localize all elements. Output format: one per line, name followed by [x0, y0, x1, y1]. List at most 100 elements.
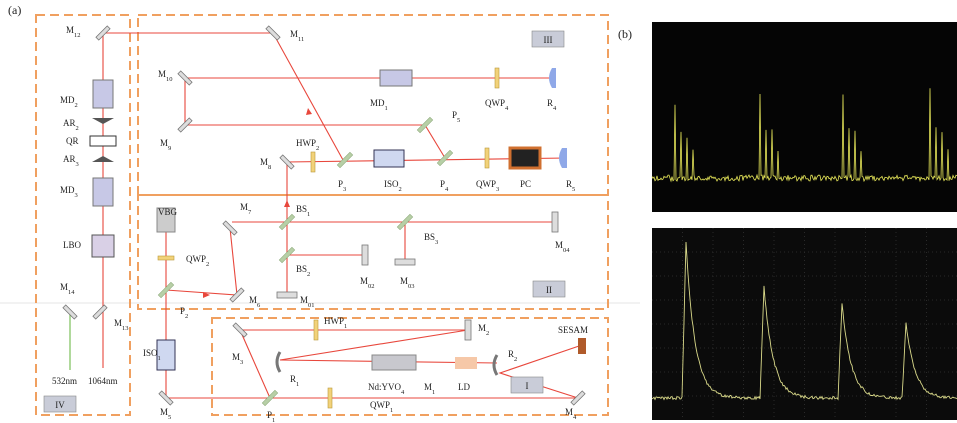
component-subscript: 7 [248, 209, 252, 216]
crystal [93, 80, 113, 108]
section-label: III [544, 35, 553, 45]
component-name: ISO [384, 179, 399, 189]
component-label: R1 [290, 374, 299, 388]
crystal [380, 70, 412, 86]
component-label: P5 [452, 110, 460, 124]
component-label: BS3 [424, 232, 438, 246]
component-label: M3 [232, 352, 243, 366]
component-subscript: 13 [122, 325, 129, 332]
component-subscript: 1 [432, 389, 435, 396]
component-subscript: 3 [496, 186, 499, 193]
component-label: AR2 [63, 118, 79, 132]
beam [185, 78, 550, 158]
component-subscript: 1 [307, 211, 310, 218]
component-label: M9 [160, 138, 171, 152]
component-name: VBG [158, 207, 178, 217]
component-name: Nd:YVO [368, 382, 401, 392]
component-label: R2 [508, 349, 517, 363]
crystal [93, 178, 113, 206]
polarizer [437, 150, 453, 166]
diode [455, 357, 477, 369]
component-subscript: 04 [563, 247, 570, 254]
component-label: M13 [114, 318, 129, 332]
mirror [93, 305, 107, 319]
section-label: II [546, 285, 552, 295]
component-subscript: 1 [296, 381, 299, 388]
component-label: QWP3 [476, 179, 499, 193]
mirror [277, 292, 297, 298]
component-name: M [158, 69, 166, 79]
component-name: M [160, 138, 168, 148]
component-name: M [400, 276, 408, 286]
wavelength-label: 1064nm [88, 376, 118, 386]
component-name: BS [296, 204, 307, 214]
component-label: LBO [63, 240, 82, 250]
component-label: QWP2 [186, 254, 209, 268]
component-name: M [249, 295, 257, 305]
component-subscript: 3 [240, 359, 243, 366]
component-label: M02 [360, 276, 375, 290]
component-subscript: 2 [316, 145, 319, 152]
component-label: M8 [260, 157, 271, 171]
mirror-curved [549, 68, 556, 88]
component-label: R5 [566, 179, 575, 193]
component-label: P2 [180, 306, 188, 320]
component-name: MD [60, 185, 75, 195]
component-label: MD3 [60, 185, 78, 199]
panel-label: (b) [618, 27, 632, 41]
component-name: MD [370, 98, 385, 108]
mirror-curved [277, 352, 280, 372]
sesam [578, 338, 586, 354]
component-subscript: 3 [435, 239, 438, 246]
component-subscript: 3 [343, 186, 346, 193]
component-label: HWP1 [324, 316, 347, 330]
component-name: M [478, 323, 486, 333]
component-subscript: 2 [486, 330, 489, 337]
component-label: HWP2 [296, 138, 319, 152]
component-label: M6 [249, 295, 261, 309]
component-label: SESAM [558, 325, 588, 335]
component-name: QWP [485, 98, 505, 108]
component-subscript: 6 [257, 302, 261, 309]
component-subscript: 10 [166, 76, 173, 83]
component-name: MD [60, 95, 75, 105]
waveplate [328, 388, 332, 408]
component-subscript: 3 [76, 161, 79, 168]
component-label: ISO2 [384, 179, 402, 193]
panel-label: (a) [8, 3, 21, 17]
component-label: M7 [240, 202, 252, 216]
component-subscript: 2 [307, 271, 310, 278]
beams [70, 33, 582, 398]
component-name: LD [458, 382, 470, 392]
component-subscript: 1 [344, 323, 347, 330]
component-name: M [300, 295, 308, 305]
section-boxes [36, 15, 608, 415]
component-label: MD1 [370, 98, 388, 112]
component-subscript: 2 [399, 186, 402, 193]
component-name: M [60, 282, 68, 292]
component-name: M [66, 25, 74, 35]
component-label: M01 [300, 295, 315, 309]
component-subscript: 1 [385, 105, 388, 112]
component-name: M [290, 29, 298, 39]
component-name: QWP [186, 254, 206, 264]
component-subscript: 4 [553, 105, 557, 112]
waveplate [314, 320, 318, 340]
component-label: P3 [338, 179, 346, 193]
component-name: HWP [296, 138, 316, 148]
component-name: M [232, 352, 240, 362]
component-label: LD [458, 382, 470, 392]
component-name: AR [63, 118, 76, 128]
component-name: LBO [63, 240, 82, 250]
scope-top [652, 22, 957, 212]
component-subscript: 1 [158, 355, 161, 362]
component-subscript: 4 [445, 186, 449, 193]
component-name: BS [424, 232, 435, 242]
component-subscript: 02 [368, 283, 375, 290]
component-label: PC [520, 179, 531, 189]
component-label: P1 [267, 410, 275, 423]
component-name: M [555, 240, 563, 250]
mirror-curved [559, 148, 567, 168]
component-label: P4 [440, 179, 449, 193]
component-label: M14 [60, 282, 75, 296]
